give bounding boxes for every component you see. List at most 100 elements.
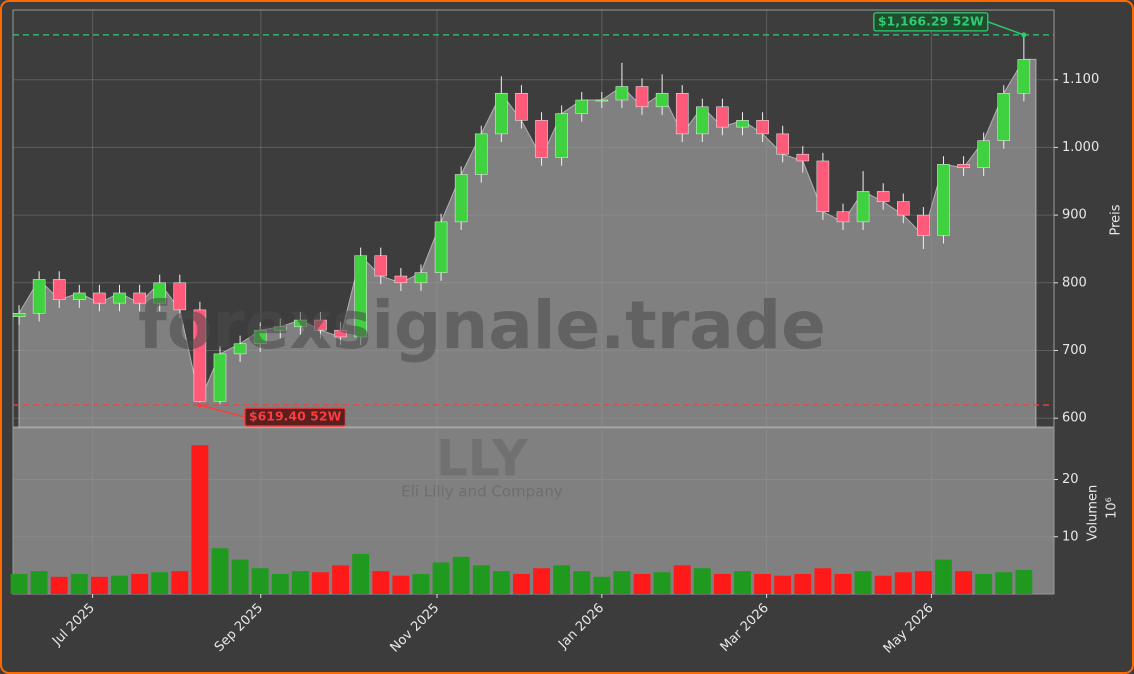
volume-bar: [734, 571, 751, 594]
candle-body: [314, 319, 327, 331]
watermark: forexsignale.trade: [138, 287, 826, 364]
volume-bar: [894, 572, 912, 594]
candle-body: [796, 153, 810, 162]
candle-body: [434, 221, 448, 273]
volume-panel: [12, 427, 1055, 595]
candle-body: [917, 214, 930, 236]
candle-body: [957, 164, 970, 168]
volume-bar: [472, 565, 490, 594]
annotation-arrow: [199, 404, 246, 418]
volume-bar: [814, 568, 832, 594]
candle-body: [977, 140, 990, 168]
volume-bar: [412, 573, 430, 594]
candle-body: [274, 326, 287, 331]
candle-body: [334, 329, 347, 338]
candle-body: [52, 279, 66, 300]
candle-body: [836, 211, 850, 223]
candle-body: [354, 255, 367, 338]
candle-body: [1017, 59, 1031, 94]
annotation-label: $619.40 52W: [249, 409, 342, 424]
y-axis-label: Volumen: [1086, 485, 1101, 542]
candle-body: [93, 292, 106, 304]
volume-bar: [151, 572, 169, 594]
volume-bar: [211, 548, 229, 594]
volume-bar: [914, 571, 932, 594]
volume-bar: [90, 576, 108, 594]
candle-body: [193, 309, 207, 402]
volume-bar: [191, 445, 209, 594]
candle-body: [615, 86, 629, 101]
candle-body: [515, 93, 528, 121]
candle-body: [555, 113, 568, 158]
y-axis-label: Preis: [1109, 204, 1124, 235]
volume-bar: [492, 571, 510, 594]
watermark-ticker: LLY: [436, 430, 529, 488]
volume-bar: [693, 568, 711, 594]
volume-bar: [975, 573, 993, 594]
volume-bar: [935, 559, 952, 594]
y-tick-label: 900: [1062, 208, 1087, 223]
candle-body: [535, 120, 548, 158]
volume-bar: [834, 573, 852, 594]
volume-bar: [713, 573, 731, 594]
volume-bar: [854, 571, 872, 594]
offset-label: 10⁶: [1105, 497, 1120, 519]
volume-bar: [30, 571, 48, 594]
candle-body: [294, 319, 307, 328]
volume-bar: [291, 571, 309, 594]
candle-body: [816, 160, 830, 212]
volume-bar: [995, 572, 1013, 594]
volume-bar: [513, 573, 530, 594]
y-tick-label: 20: [1062, 472, 1079, 487]
candle-body: [896, 201, 910, 216]
annotation-label: $1,166.29 52W: [878, 13, 984, 28]
volume-bar: [633, 573, 651, 594]
y-tick-label: 600: [1062, 411, 1087, 426]
candle-body: [474, 133, 488, 175]
candle-body: [133, 292, 146, 304]
volume-bar: [111, 575, 128, 594]
volume-bar: [392, 575, 410, 594]
volume-bar: [613, 571, 631, 594]
volume-bar: [332, 565, 350, 594]
candle-body: [173, 282, 187, 311]
candle-body: [716, 106, 729, 128]
annotation-arrowhead: [1021, 32, 1027, 38]
candle-body: [876, 191, 890, 202]
candle-body: [73, 292, 86, 300]
candle-body: [997, 93, 1011, 141]
volume-bar: [70, 573, 88, 594]
volume-bar: [231, 559, 249, 594]
volume-bar: [774, 575, 792, 594]
volume-bar: [1015, 569, 1033, 594]
volume-bar: [593, 576, 611, 594]
candle-body: [736, 120, 749, 128]
volume-bar: [452, 556, 470, 594]
candle-body: [32, 279, 46, 314]
candle-body: [233, 343, 247, 355]
candle-body: [253, 329, 267, 344]
candle-body: [394, 275, 408, 284]
y-tick-label: 800: [1062, 275, 1087, 290]
candle-body: [113, 292, 126, 304]
volume-bar: [955, 571, 973, 594]
candle-body: [595, 99, 609, 102]
candle-body: [675, 93, 689, 135]
candle-body: [414, 272, 428, 284]
candle-body: [374, 255, 388, 277]
volume-bar: [533, 568, 550, 594]
candle-body: [856, 191, 870, 223]
candle-body: [655, 93, 669, 108]
volume-bar: [653, 572, 671, 594]
volume-bar: [794, 573, 812, 594]
candle-body: [575, 99, 589, 114]
candle-body: [937, 164, 950, 236]
volume-bar: [10, 573, 28, 594]
volume-bar: [573, 571, 591, 594]
volume-bar: [271, 573, 289, 594]
y-tick-label: 1.000: [1062, 140, 1099, 155]
annotation-arrowhead: [197, 402, 203, 408]
volume-bar: [131, 573, 149, 594]
